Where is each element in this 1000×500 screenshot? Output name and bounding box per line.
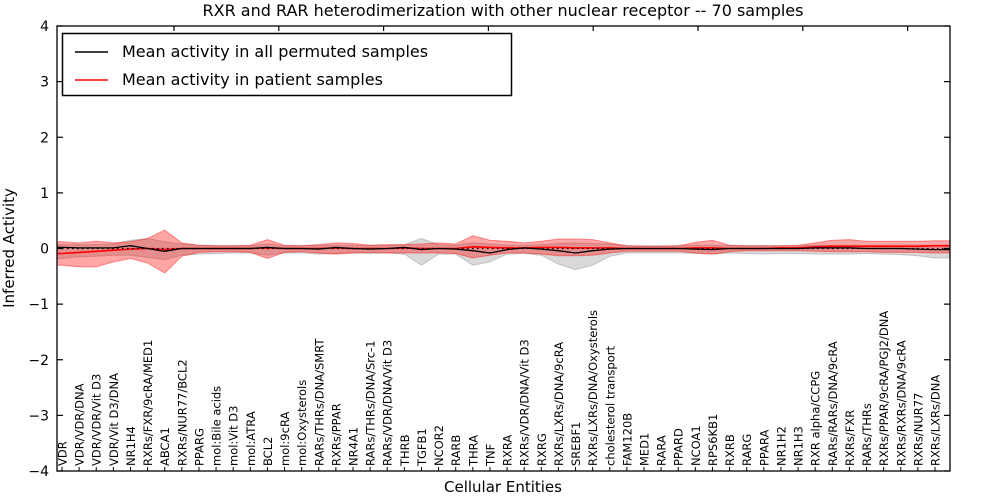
y-tick-label: −3 bbox=[28, 408, 49, 424]
x-tick-label: RXRs/RXRs/DNA/9cRA bbox=[894, 340, 908, 466]
x-tick-label: BCL2 bbox=[261, 437, 275, 466]
x-tick-label: NR1H4 bbox=[124, 426, 138, 466]
band-layer bbox=[56, 229, 951, 274]
x-tick-label: RARB bbox=[449, 435, 463, 466]
x-tick-label: RXRA bbox=[501, 435, 515, 466]
x-tick-label: mol:ATRA bbox=[244, 411, 258, 466]
chart-title: RXR and RAR heterodimerization with othe… bbox=[203, 1, 804, 20]
x-tick-label: RARs/RARs/DNA/9cRA bbox=[826, 341, 840, 466]
x-tick-label: RXRs/LXRs/DNA/9cRA bbox=[552, 342, 566, 466]
x-tick-label: RXRs/FXR bbox=[843, 410, 857, 466]
x-tick-label: RARs/THRs bbox=[860, 403, 874, 466]
x-tick-label: VDR/VDR/Vit D3 bbox=[90, 374, 104, 466]
x-tick-label: THRB bbox=[398, 434, 412, 467]
y-tick-labels: 4 3 2 1 0 −1 −2 −3 −4 bbox=[28, 19, 49, 480]
x-tick-label: RXRG bbox=[535, 433, 549, 466]
patient-activity-band bbox=[56, 229, 951, 274]
legend-label-permuted: Mean activity in all permuted samples bbox=[122, 42, 428, 61]
x-tick-label: ABCA1 bbox=[158, 427, 172, 466]
x-tick-label: RXRB bbox=[723, 434, 737, 466]
y-tick-label: −1 bbox=[28, 297, 49, 313]
x-tick-label: NCOA1 bbox=[689, 425, 703, 466]
y-tick-label: 4 bbox=[40, 19, 49, 35]
legend-label-patient: Mean activity in patient samples bbox=[122, 70, 383, 89]
x-tick-label: mol:9cRA bbox=[278, 412, 292, 466]
x-tick-label: VDR/VDR/DNA bbox=[73, 383, 87, 466]
x-tick-label: mol:Oxysterols bbox=[295, 380, 309, 466]
x-tick-label: mol:Vit D3 bbox=[227, 406, 241, 466]
x-tick-label: RXRs/NUR77 bbox=[911, 393, 925, 466]
x-tick-label: RXRs/LXRs/DNA/Oxysterols bbox=[586, 310, 600, 466]
x-tick-label: NR4A1 bbox=[347, 427, 361, 466]
x-tick-label: PPARG bbox=[192, 428, 206, 466]
x-tick-label: MED1 bbox=[638, 433, 652, 466]
x-tick-labels: VDR VDR/VDR/DNA VDR/VDR/Vit D3 VDR/Vit D3/D… bbox=[56, 310, 943, 467]
legend-box bbox=[61, 32, 513, 97]
x-tick-label: RPS6KB1 bbox=[706, 414, 720, 466]
line-layer bbox=[57, 244, 950, 255]
y-tick-label: −4 bbox=[28, 464, 49, 480]
y-tick-label: 2 bbox=[40, 130, 49, 146]
x-tick-label: mol:Bile acids bbox=[210, 386, 224, 466]
x-tick-label: THRA bbox=[466, 435, 480, 467]
x-tick-label: cholesterol transport bbox=[603, 346, 617, 466]
x-tick-label: VDR bbox=[56, 441, 70, 466]
x-tick-label: RXRs/FXR/9cRA/MED1 bbox=[141, 340, 155, 466]
legend: Mean activity in all permuted samples Me… bbox=[61, 32, 513, 97]
y-tick-label: 0 bbox=[40, 242, 49, 258]
x-tick-label: RXRs/LXRs/DNA bbox=[929, 375, 943, 466]
x-tick-label: TNF bbox=[483, 444, 497, 467]
x-tick-label: RXRs/PPAR/9cRA/PGJ2/DNA bbox=[877, 311, 891, 466]
x-tick-label: SREBF1 bbox=[569, 422, 583, 466]
x-tick-label: RXRs/PPAR bbox=[329, 403, 343, 466]
x-tick-label: RARs/VDR/DNA/Vit D3 bbox=[381, 340, 395, 466]
x-tick-label: RARs/THRs/DNA/Src-1 bbox=[364, 340, 378, 466]
x-axis-label: Cellular Entities bbox=[444, 478, 562, 496]
x-tick-label: NR1H2 bbox=[774, 426, 788, 466]
y-axis-label: Inferred Activity bbox=[0, 188, 18, 308]
x-tick-label: RARG bbox=[740, 434, 754, 466]
y-tick-label: −2 bbox=[28, 353, 49, 369]
axes-layer bbox=[56, 25, 951, 472]
permuted-mean-line bbox=[57, 245, 950, 254]
x-tick-label: PPARA bbox=[757, 429, 771, 466]
x-tick-label: RXRs/NUR77/BCL2 bbox=[175, 359, 189, 466]
x-tick-label: RARA bbox=[655, 435, 669, 466]
x-tick-label: VDR/Vit D3/DNA bbox=[107, 373, 121, 466]
x-tick-label: NCOR2 bbox=[432, 425, 446, 466]
x-tick-label: RARs/THRs/DNA/SMRT bbox=[312, 338, 326, 466]
x-tick-label: PPARD bbox=[672, 428, 686, 466]
x-tick-label: NR1H3 bbox=[792, 426, 806, 466]
x-tick-label: RXR alpha/CCPG bbox=[809, 371, 823, 466]
y-tick-label: 1 bbox=[40, 186, 49, 202]
x-tick-label: RXRs/VDR/DNA/Vit D3 bbox=[518, 339, 532, 466]
x-tick-label: FAM120B bbox=[620, 413, 634, 466]
x-tick-label: TGFB1 bbox=[415, 428, 429, 467]
y-tick-label: 3 bbox=[40, 75, 49, 91]
